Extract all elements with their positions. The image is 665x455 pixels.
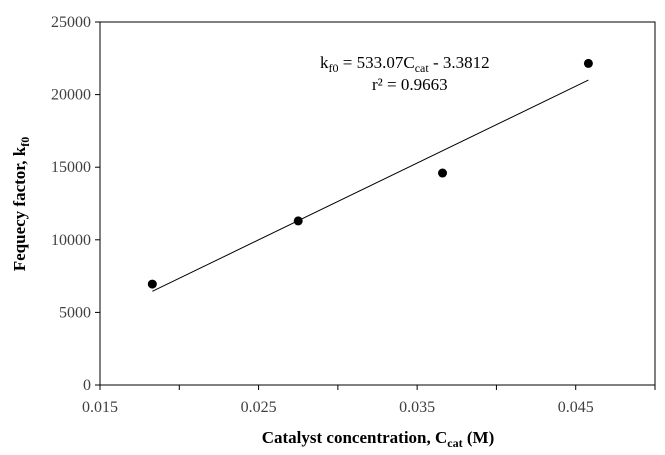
trendline bbox=[152, 79, 589, 292]
x-tick-label: 0.035 bbox=[399, 399, 435, 416]
x-tick-label: 0.025 bbox=[241, 399, 277, 416]
y-tick-label: 20000 bbox=[51, 87, 91, 104]
data-point bbox=[293, 216, 303, 226]
data-point bbox=[147, 279, 157, 289]
data-point bbox=[583, 58, 593, 68]
y-tick-label: 15000 bbox=[51, 159, 91, 176]
trendline-equation: kf0 = 533.07Ccat - 3.3812 bbox=[320, 53, 490, 75]
plot-frame bbox=[99, 21, 656, 386]
y-axis: 0 5000 10000 15000 20000 25000 bbox=[51, 14, 100, 394]
y-tick-label: 25000 bbox=[51, 14, 91, 31]
data-point bbox=[438, 168, 448, 178]
trendline-r-squared: r² = 0.9663 bbox=[372, 75, 448, 94]
x-axis: 0.015 0.025 0.035 0.045 bbox=[82, 385, 656, 416]
y-tick-label: 5000 bbox=[59, 304, 91, 321]
x-tick-label: 0.045 bbox=[558, 399, 594, 416]
y-axis-title: Fequecy factor, kf0 bbox=[10, 137, 32, 272]
y-tick-label: 0 bbox=[83, 377, 91, 394]
x-axis-title: Catalyst concentration, Ccat (M) bbox=[262, 428, 495, 450]
y-tick-label: 10000 bbox=[51, 232, 91, 249]
data-points bbox=[147, 58, 593, 289]
x-tick-label: 0.015 bbox=[82, 399, 118, 416]
